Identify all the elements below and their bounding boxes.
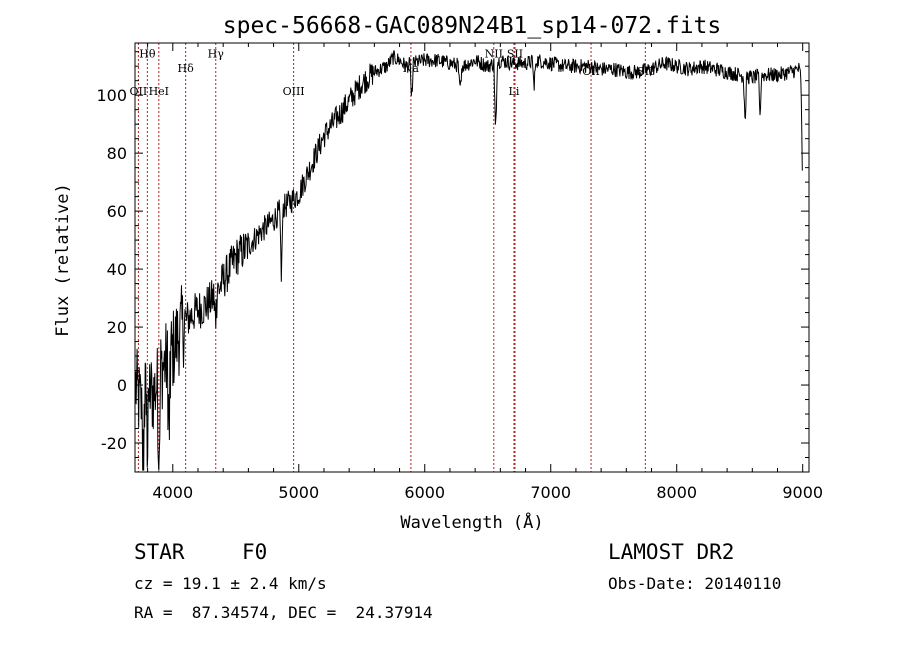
line-marker-label: OIII [283,85,305,98]
spectrum-line [135,50,803,471]
y-tick-label: 40 [107,260,127,279]
object-subclass: F0 [242,540,268,564]
y-tick-label: 20 [107,318,127,337]
line-marker-label: HeI [149,85,169,98]
line-marker-label: Hγ [208,47,225,60]
axis-ticks: 4000 5000 6000 7000 8000 9000 -20 0 20 40 60 80 100 [96,43,823,502]
y-tick-label: 0 [117,376,127,395]
coordinates-text: RA = 87.34574, DEC = 24.37914 [134,603,433,622]
line-marker-label: Li [509,85,520,98]
object-class: STAR [134,540,185,564]
y-tick-label: 60 [107,202,127,221]
y-tick-label: 80 [107,144,127,163]
x-tick-label: 4000 [152,483,193,502]
y-axis-label: Flux (relative) [53,183,73,337]
x-tick-label: 9000 [782,483,823,502]
y-tick-label: -20 [101,434,127,453]
line-marker-label: NII [485,47,503,60]
line-marker-label: Hθ [139,47,156,60]
plot-frame [134,42,810,473]
obs-date-text: Obs-Date: 20140110 [608,574,782,593]
line-marker-label: OII [130,85,148,98]
spectrum-layer [135,50,803,471]
y-tick-label: 100 [96,86,127,105]
chart-title: spec-56668-GAC089N24B1_sp14-072.fits [223,13,722,39]
redshift-text: cz = 19.1 ± 2.4 km/s [134,574,327,593]
line-marker-label: Hδ [178,62,195,75]
x-tick-label: 7000 [530,483,571,502]
survey-label: LAMOST DR2 [608,540,735,564]
x-tick-label: 8000 [656,483,697,502]
x-tick-label: 6000 [404,483,445,502]
x-tick-label: 5000 [278,483,319,502]
x-axis-label: Wavelength (Å) [400,511,543,533]
